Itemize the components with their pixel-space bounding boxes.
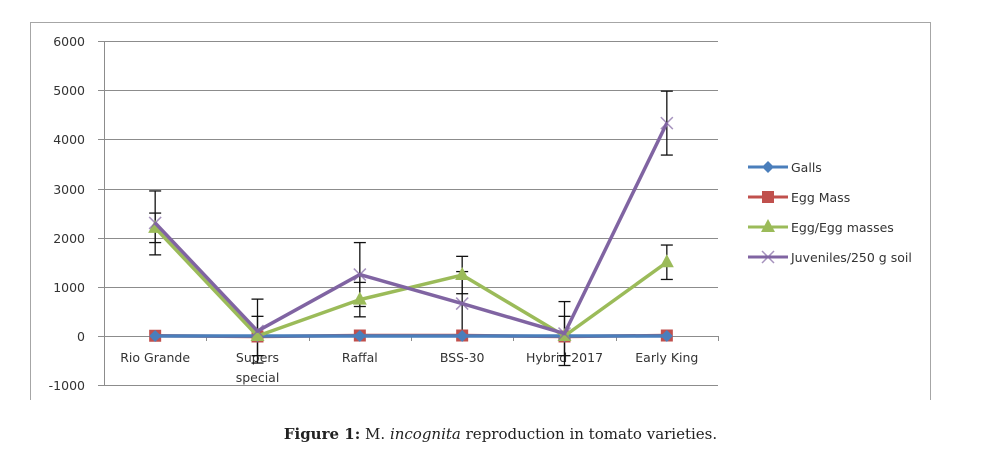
chart-border xyxy=(30,22,931,400)
y-tick-label: -1000 xyxy=(49,378,85,393)
line-chart: -1000 0 1000 2000 3000 4000 5000 6000 Rio Grande… xyxy=(30,22,931,400)
data-point xyxy=(148,219,163,233)
x-tick-label: special xyxy=(236,370,280,385)
y-tick-label: 0 xyxy=(77,329,85,344)
legend-swatch-marker xyxy=(761,250,775,264)
legend-swatch-marker xyxy=(762,161,774,173)
legend-label: Egg Mass xyxy=(791,190,850,205)
x-tick-label: BSS-30 xyxy=(440,350,485,365)
legend-label: Galls xyxy=(791,160,822,175)
data-point xyxy=(250,328,265,341)
caption-label: Figure 1: xyxy=(283,425,361,443)
data-point xyxy=(353,268,367,282)
y-tick-label: 2000 xyxy=(53,231,85,246)
y-tick-label: 3000 xyxy=(53,182,85,197)
x-tick-label: Early King xyxy=(635,350,698,365)
data-point xyxy=(456,330,469,342)
data-point xyxy=(353,330,366,342)
y-tick-label: 4000 xyxy=(53,132,85,147)
legend-label: Juveniles/250 g soil xyxy=(790,250,912,265)
data-point xyxy=(660,330,673,342)
data-point xyxy=(660,116,674,130)
data-point xyxy=(352,291,367,305)
data-point xyxy=(149,330,162,342)
caption-genus: M. xyxy=(365,425,386,443)
figure-caption: Figure 1: M. incognita reproduction in t… xyxy=(0,425,1001,443)
y-tick-label: 5000 xyxy=(53,83,85,98)
series-line-juveniles-250-g-soil xyxy=(153,122,669,336)
legend-swatch-marker xyxy=(761,219,775,232)
legend-label: Egg/Egg masses xyxy=(791,220,894,235)
x-tick-label: Rio Grande xyxy=(120,350,190,365)
y-tick-label: 1000 xyxy=(53,280,85,295)
caption-text: reproduction in tomato varieties. xyxy=(465,425,718,443)
legend-swatch-marker xyxy=(762,191,774,203)
caption-species: incognita xyxy=(389,425,461,443)
data-point xyxy=(148,216,162,230)
data-point xyxy=(455,267,470,281)
data-point xyxy=(557,327,572,341)
data-point xyxy=(250,324,265,338)
x-tick-label: Raffal xyxy=(342,350,378,365)
y-tick-label: 6000 xyxy=(53,34,85,49)
data-point xyxy=(659,254,674,268)
data-point xyxy=(455,297,469,311)
